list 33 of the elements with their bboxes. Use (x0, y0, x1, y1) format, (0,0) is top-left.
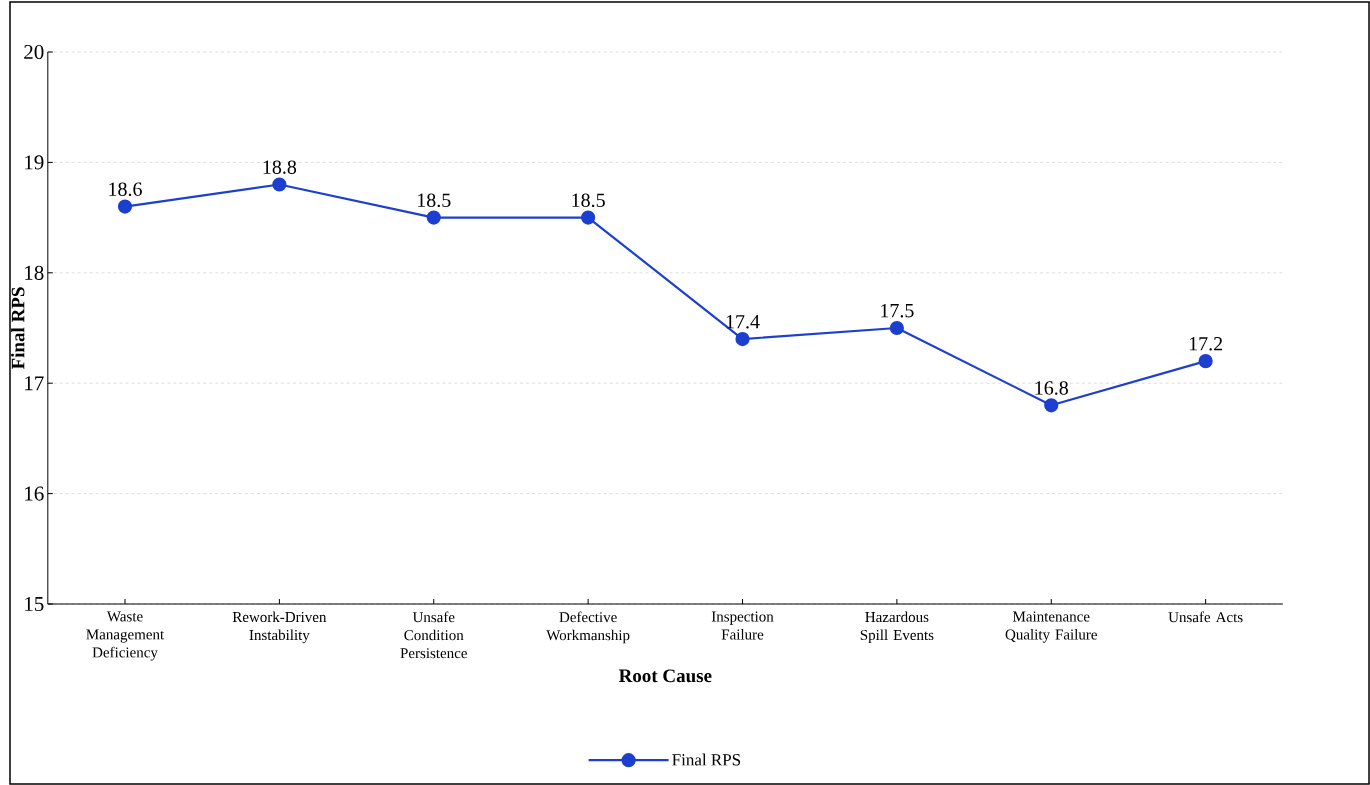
y-tick-label: 17 (25, 376, 44, 391)
y-tick-label: 19 (25, 155, 44, 170)
point (735, 331, 750, 347)
data-label: 17.5 (881, 303, 914, 318)
data-label: 18.8 (263, 160, 297, 174)
data-label: 17.4 (726, 315, 760, 329)
y-tick-label: 15 (25, 596, 44, 612)
point (889, 320, 904, 336)
point (1044, 398, 1059, 413)
y-tick-label: 16 (25, 486, 44, 501)
point (272, 177, 287, 192)
data-label: 17.2 (1189, 337, 1223, 351)
x-axis-title: Root Cause (618, 669, 712, 683)
point (426, 210, 441, 225)
y-tick-label: 20 (24, 44, 44, 60)
x-tick-label: Rework-Driven Instability (232, 611, 327, 644)
x-tick-label: Unsafe Acts (1168, 611, 1243, 623)
data-label: 18.5 (418, 193, 451, 208)
point (581, 210, 596, 225)
data-label: 18.6 (109, 182, 142, 197)
data-label: 18.5 (572, 193, 605, 208)
legend-label: Final RPS (672, 753, 741, 766)
point (1198, 354, 1213, 369)
data-label: 16.8 (1035, 381, 1068, 395)
x-tick-label: Inspection Failure (711, 611, 774, 640)
x-tick-label: Waste Management Deficiency (86, 611, 165, 661)
y-axis-title: Final RPS (11, 287, 25, 370)
x-tick-label: Unsafe Condition Persistence (400, 611, 467, 659)
x-tick-label: Defective Workmanship (546, 611, 630, 644)
x-tick-label: Hazardous Spill Events (860, 611, 934, 644)
y-tick-label: 18 (25, 265, 44, 280)
x-tick-label: Maintenance Quality Failure (1005, 611, 1097, 643)
point (117, 199, 133, 214)
